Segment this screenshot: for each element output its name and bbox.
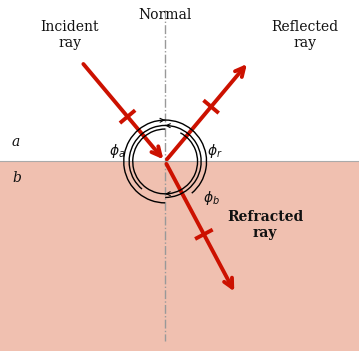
Text: Reflected
ray: Reflected ray [271, 20, 339, 50]
Text: a: a [12, 135, 20, 150]
Text: Normal: Normal [139, 8, 192, 22]
Text: Refracted
ray: Refracted ray [227, 210, 303, 240]
Text: $\phi_a$: $\phi_a$ [109, 143, 125, 160]
Polygon shape [0, 161, 359, 351]
Text: Incident
ray: Incident ray [41, 20, 99, 50]
Text: $\phi_r$: $\phi_r$ [207, 143, 222, 160]
Text: b: b [12, 171, 21, 185]
Text: $\phi_b$: $\phi_b$ [202, 189, 219, 207]
